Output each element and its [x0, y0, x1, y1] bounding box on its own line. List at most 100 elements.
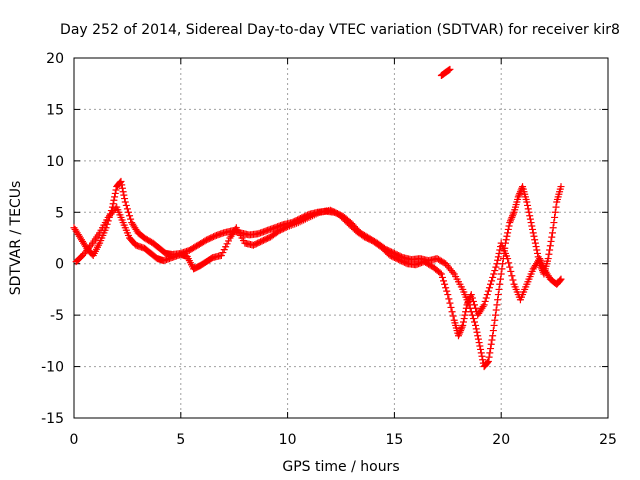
data-point	[502, 236, 510, 244]
data-point	[533, 246, 541, 254]
data-point	[524, 205, 532, 213]
data-point	[504, 229, 512, 237]
data-point	[487, 280, 495, 288]
data-point	[492, 311, 500, 319]
data-point	[530, 232, 538, 240]
data-point	[118, 181, 126, 189]
data-point	[538, 261, 546, 269]
data-point	[447, 303, 455, 311]
data-point	[472, 321, 480, 329]
data-point	[479, 356, 487, 364]
data-point	[515, 191, 523, 199]
data-point	[551, 213, 559, 221]
data-point	[459, 318, 467, 326]
data-point	[509, 276, 517, 284]
data-point	[536, 256, 544, 264]
data-point	[497, 270, 505, 278]
data-point	[538, 260, 546, 268]
y-tick-label: 0	[55, 257, 64, 273]
data-point	[491, 267, 499, 275]
data-point	[495, 249, 503, 257]
data-point	[505, 222, 513, 230]
x-tick-label: 10	[279, 432, 297, 448]
data-point	[508, 213, 516, 221]
data-point	[524, 201, 532, 209]
data-point	[471, 318, 478, 326]
data-point	[509, 212, 517, 220]
data-point	[455, 330, 463, 338]
data-point	[472, 304, 480, 312]
data-point	[118, 184, 126, 192]
data-point	[532, 243, 540, 251]
data-point	[436, 269, 444, 277]
data-point	[506, 217, 514, 225]
x-tick-label: 15	[385, 432, 403, 448]
y-tick-label: -15	[41, 411, 64, 427]
data-point	[496, 246, 504, 254]
data-point	[482, 294, 490, 302]
data-point	[126, 212, 134, 220]
data-point	[443, 287, 451, 295]
data-point	[488, 336, 496, 344]
data-point	[487, 345, 495, 353]
data-point	[529, 225, 537, 233]
data-point	[444, 291, 452, 299]
data-point	[534, 249, 542, 257]
data-point	[536, 255, 544, 263]
data-point	[503, 232, 511, 240]
data-points	[70, 65, 565, 371]
data-point	[469, 297, 477, 305]
data-point	[505, 259, 513, 267]
y-axis: -15 -10 -5 0 5 10 15 20	[41, 51, 608, 427]
data-point	[545, 250, 553, 258]
data-point	[445, 295, 453, 303]
data-point	[460, 315, 468, 323]
data-point	[481, 297, 489, 305]
data-point	[514, 193, 522, 201]
data-point	[463, 301, 471, 309]
data-point	[111, 189, 119, 197]
data-point	[491, 316, 499, 324]
data-point	[480, 301, 488, 309]
data-point	[474, 335, 482, 343]
data-point	[462, 308, 470, 316]
data-point	[548, 229, 556, 237]
data-point	[122, 201, 130, 209]
data-point	[485, 353, 493, 361]
data-point	[494, 253, 502, 261]
data-point	[526, 215, 534, 223]
data-point	[469, 315, 477, 323]
data-point	[462, 304, 470, 312]
data-point	[474, 332, 482, 340]
data-point	[127, 215, 135, 223]
data-point	[484, 287, 492, 295]
data-point	[120, 191, 128, 199]
data-point	[437, 270, 445, 278]
data-point	[486, 349, 494, 357]
data-point	[282, 223, 290, 231]
data-point	[111, 193, 119, 201]
data-point	[123, 205, 131, 213]
y-tick-label: 5	[55, 205, 64, 221]
data-point	[526, 212, 534, 220]
y-tick-label: 10	[46, 154, 64, 170]
data-point	[442, 284, 450, 292]
data-point	[473, 328, 481, 336]
data-point	[109, 200, 117, 208]
data-point	[449, 268, 457, 276]
data-point	[528, 222, 536, 230]
data-point	[110, 196, 118, 204]
data-point	[477, 349, 485, 357]
data-point	[449, 312, 457, 320]
data-point	[493, 301, 501, 309]
data-point	[457, 325, 465, 333]
data-point	[546, 246, 554, 254]
data-point	[492, 263, 500, 271]
data-point	[488, 277, 496, 285]
data-point	[494, 296, 502, 304]
series-track-b	[72, 203, 565, 340]
data-point	[556, 277, 564, 285]
y-tick-label: -5	[50, 308, 64, 324]
data-point	[527, 219, 535, 227]
y-tick-label: 15	[46, 102, 64, 118]
